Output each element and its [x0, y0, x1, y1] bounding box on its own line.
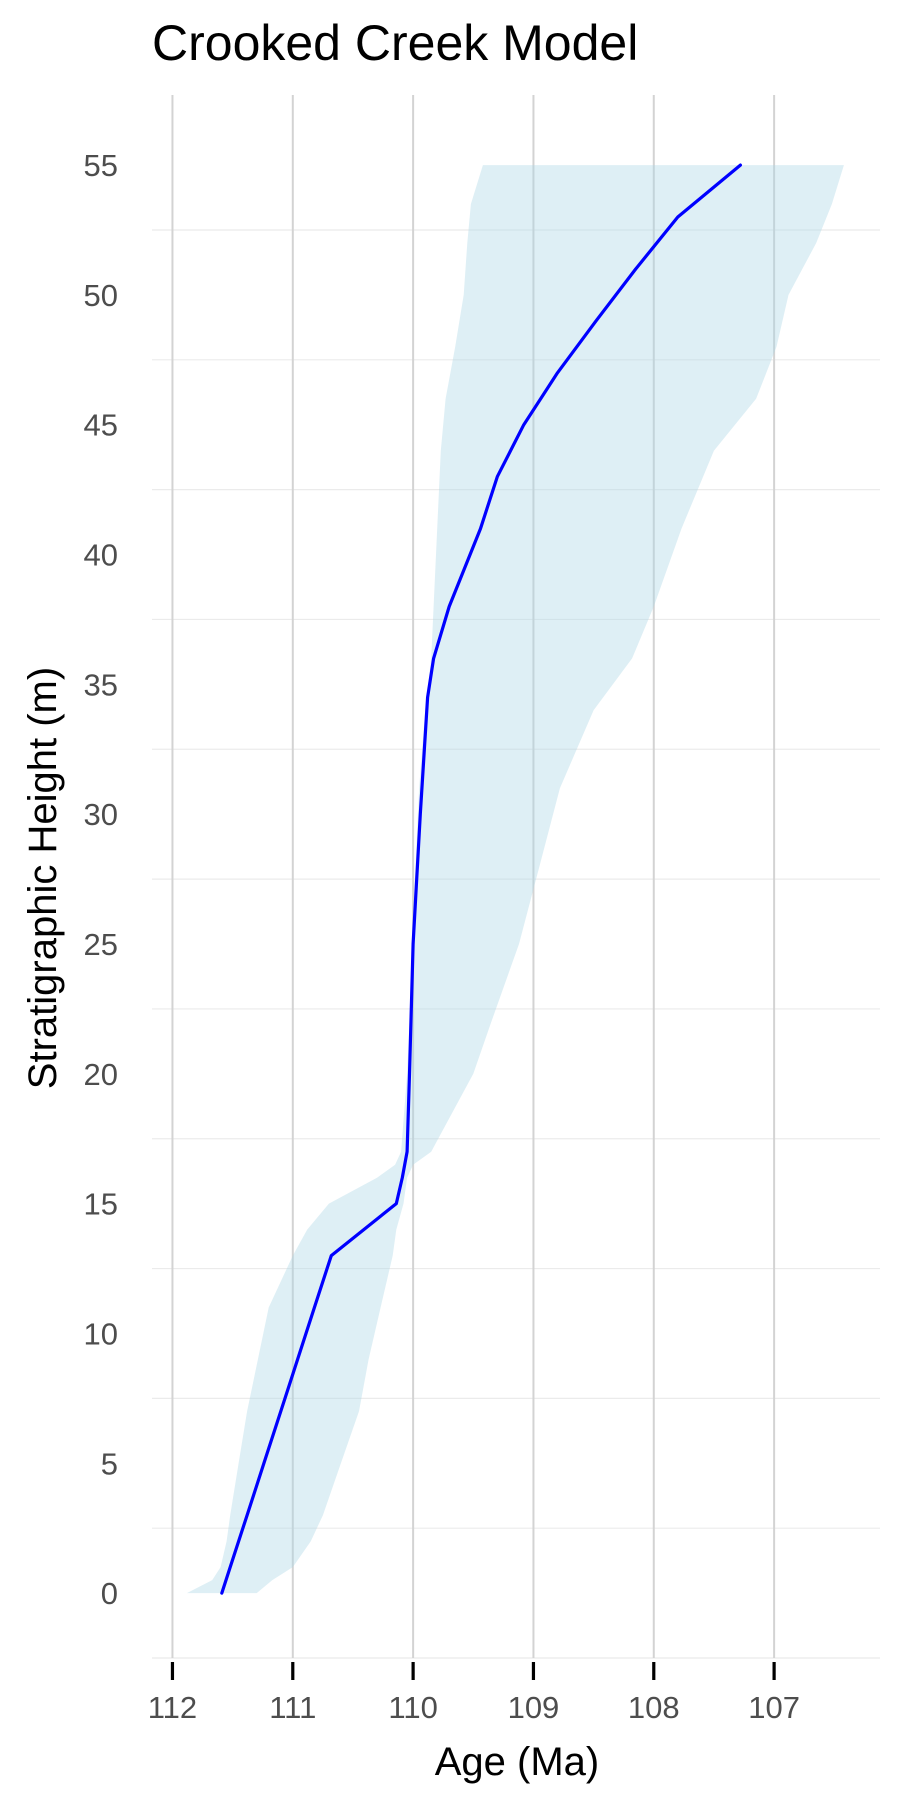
x-axis-title: Age (Ma): [435, 1740, 600, 1784]
y-tick-label: 45: [84, 408, 118, 443]
line-layer: [220, 163, 743, 1595]
band-layer: [186, 165, 844, 1594]
uncertainty-band: [186, 165, 844, 1594]
median-age-line: [220, 163, 743, 1595]
y-tick-label: 20: [84, 1057, 118, 1092]
y-tick-label: 55: [84, 148, 118, 183]
x-tick-label: 109: [508, 1690, 560, 1725]
y-axis-title: Stratigraphic Height (m): [21, 667, 65, 1089]
y-tick-label: 40: [84, 538, 118, 573]
x-tick-label: 111: [269, 1690, 316, 1725]
y-tick-label: 5: [101, 1446, 118, 1481]
axis-layer: 112 111 110 109 108 107 0 5 10 15 20 25 30 35 40 45 50 55: [84, 148, 800, 1725]
x-tick-label: 108: [628, 1690, 680, 1725]
y-tick-label: 35: [84, 667, 118, 702]
y-tick-label: 30: [84, 797, 118, 832]
y-tick-label: 50: [84, 278, 118, 313]
y-tick-label: 0: [101, 1576, 118, 1611]
chart-title: Crooked Creek Model: [152, 15, 638, 71]
x-tick-label: 112: [148, 1690, 197, 1725]
x-tick-label: 110: [388, 1690, 437, 1725]
grid-layer: [152, 95, 880, 1659]
y-tick-label: 15: [84, 1187, 118, 1222]
x-tick-label: 107: [748, 1690, 800, 1725]
y-tick-label: 10: [84, 1316, 118, 1351]
y-tick-label: 25: [84, 927, 118, 962]
